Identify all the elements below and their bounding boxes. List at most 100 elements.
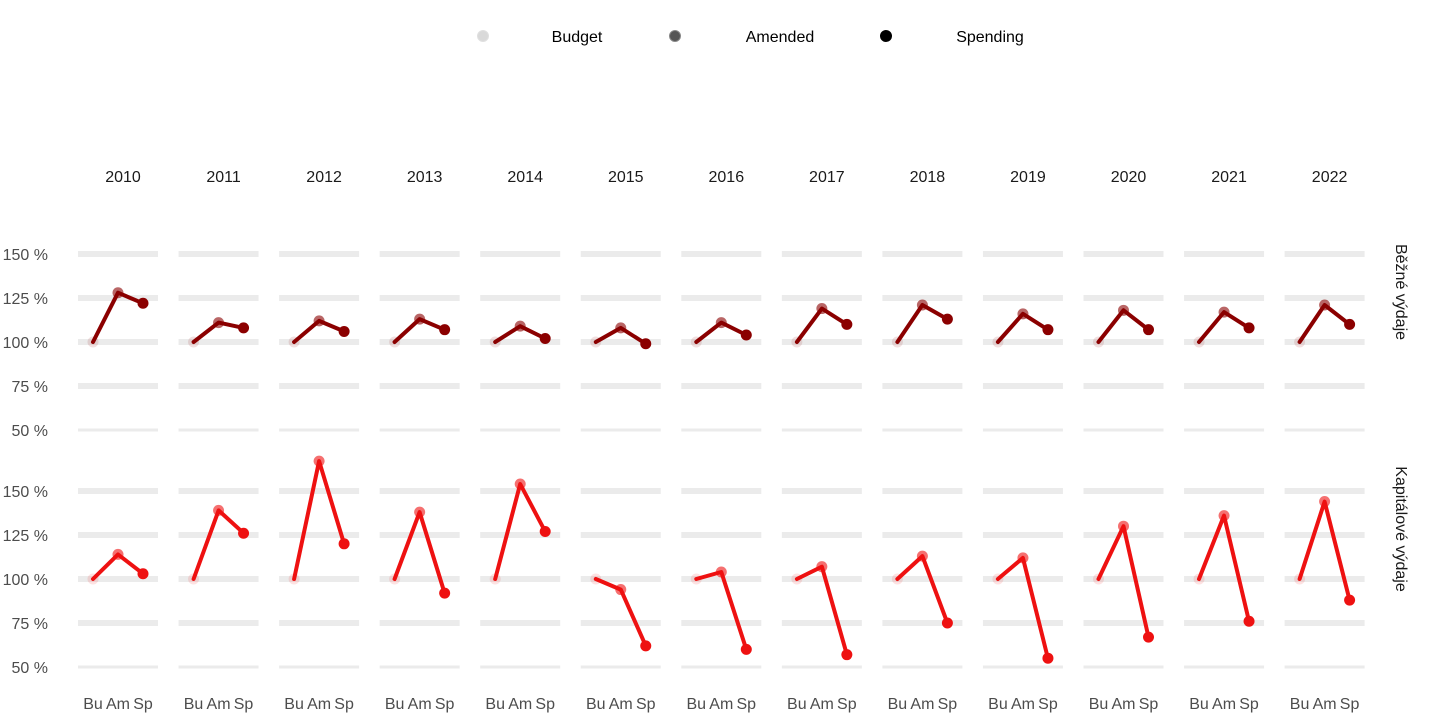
year-label-2018: 2018: [910, 169, 946, 186]
y-axis-ticks: 50 % 75 % 100 % 125 % 150 % 50 % 75 % 100 % 125 …: [3, 247, 48, 677]
year-label-2017: 2017: [809, 169, 845, 186]
data-point-bu: [590, 573, 602, 585]
x-tick-label: Bu: [1189, 696, 1209, 713]
series-line-2019: [995, 555, 1050, 661]
y-tick-label: 100 %: [3, 572, 48, 589]
data-point-bu: [891, 336, 903, 348]
data-point-am: [816, 561, 828, 573]
legend-marker-amended: [669, 30, 681, 42]
data-point-bu: [1294, 336, 1306, 348]
data-point-am: [1118, 304, 1129, 316]
data-point-am: [1017, 308, 1029, 320]
data-point-bu: [1193, 336, 1205, 348]
data-point-am: [1319, 299, 1331, 311]
data-point-am: [916, 550, 928, 562]
data-point-bu: [489, 336, 501, 348]
data-point-am: [615, 584, 627, 596]
x-tick-label: Am: [106, 696, 130, 713]
year-label-2019: 2019: [1010, 169, 1046, 186]
x-tick-label: Bu: [586, 696, 606, 713]
x-tick-label: Sp: [1139, 696, 1159, 713]
y-tick-label: 125 %: [3, 291, 48, 308]
year-label-2013: 2013: [407, 169, 443, 186]
data-point-am: [615, 322, 627, 334]
legend-marker-budget: [477, 30, 489, 42]
x-tick-label: Am: [709, 696, 733, 713]
x-tick-label: Bu: [83, 696, 103, 713]
x-tick-label: Sp: [636, 696, 656, 713]
strip-labels: Běžné výdaje Kapitálové výdaje: [1392, 244, 1409, 592]
x-tick-label: Bu: [888, 696, 908, 713]
data-point-am: [313, 455, 325, 467]
data-point-sp: [338, 538, 350, 550]
x-tick-label: Bu: [385, 696, 405, 713]
y-tick-label: 50 %: [12, 423, 48, 440]
data-point-sp: [137, 297, 149, 309]
data-point-am: [1319, 496, 1331, 508]
data-point-bu: [1093, 573, 1104, 585]
x-tick-label: Bu: [184, 696, 204, 713]
strip-label: Běžné výdaje: [1392, 244, 1409, 340]
data-point-am: [1017, 552, 1029, 564]
data-point-bu: [791, 336, 803, 348]
strip-label: Kapitálové výdaje: [1392, 466, 1409, 592]
data-point-sp: [238, 527, 250, 539]
data-point-sp: [740, 329, 752, 341]
x-tick-label: Sp: [435, 696, 455, 713]
data-point-bu: [389, 336, 401, 348]
year-label-2010: 2010: [105, 169, 141, 186]
data-point-sp: [439, 587, 451, 599]
x-tick-label: Sp: [334, 696, 354, 713]
data-point-sp: [740, 643, 752, 655]
data-point-am: [112, 287, 124, 299]
data-point-am: [313, 315, 325, 327]
data-point-sp: [841, 649, 853, 661]
y-tick-label: 75 %: [12, 379, 48, 396]
data-point-sp: [1344, 594, 1356, 606]
x-tick-label: Bu: [687, 696, 707, 713]
year-label-2016: 2016: [709, 169, 745, 186]
legend-label-spending: Spending: [956, 29, 1024, 46]
data-point-bu: [188, 573, 200, 585]
x-tick-label: Am: [1011, 696, 1035, 713]
x-tick-label: Am: [408, 696, 432, 713]
year-label-2012: 2012: [306, 169, 342, 186]
data-point-sp: [1344, 318, 1356, 330]
y-tick-label: 150 %: [3, 247, 48, 264]
y-tick-label: 150 %: [3, 484, 48, 501]
x-tick-label: Sp: [133, 696, 153, 713]
data-point-bu: [188, 336, 200, 348]
data-point-bu: [1193, 573, 1205, 585]
data-point-bu: [791, 573, 803, 585]
x-tick-label: Am: [810, 696, 834, 713]
x-axis-ticks: Bu Am Sp Bu Am Sp Bu Am Sp Bu Am Sp Bu Am Sp Bu Am Sp Bu Am…: [83, 696, 1359, 713]
data-point-sp: [941, 617, 953, 629]
data-point-am: [112, 548, 124, 560]
data-point-bu: [1093, 336, 1104, 348]
data-point-bu: [389, 573, 401, 585]
x-tick-label: Am: [609, 696, 633, 713]
data-point-bu: [891, 573, 903, 585]
y-tick-label: 75 %: [12, 616, 48, 633]
x-tick-label: Sp: [1340, 696, 1360, 713]
data-point-am: [916, 299, 928, 311]
x-tick-label: Am: [307, 696, 331, 713]
legend-label-amended: Amended: [746, 29, 815, 46]
data-point-sp: [1042, 652, 1054, 664]
x-tick-label: Bu: [284, 696, 304, 713]
x-tick-label: Bu: [485, 696, 505, 713]
data-point-am: [1118, 520, 1129, 532]
data-point-sp: [841, 318, 853, 330]
y-tick-label: 100 %: [3, 335, 48, 352]
data-point-am: [414, 506, 426, 518]
y-tick-label: 125 %: [3, 528, 48, 545]
grid: [78, 251, 1365, 669]
data-point-sp: [1243, 615, 1255, 627]
data-point-am: [514, 478, 526, 490]
data-point-am: [414, 313, 426, 325]
data-point-sp: [539, 525, 551, 537]
year-label-2021: 2021: [1211, 169, 1247, 186]
data-point-sp: [539, 332, 551, 344]
data-point-am: [715, 566, 727, 578]
x-tick-label: Sp: [1239, 696, 1259, 713]
